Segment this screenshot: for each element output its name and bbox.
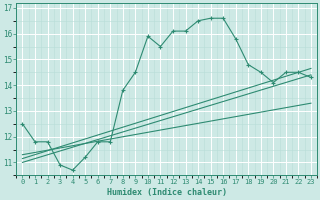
X-axis label: Humidex (Indice chaleur): Humidex (Indice chaleur) <box>107 188 227 197</box>
